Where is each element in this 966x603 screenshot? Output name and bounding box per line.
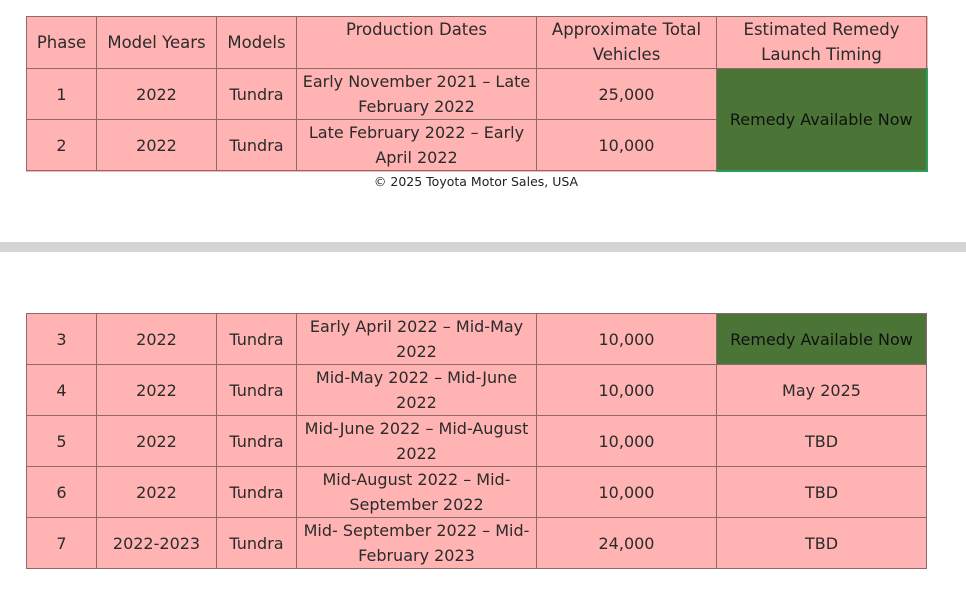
cell-production-dates: Mid-August 2022 – Mid-September 2022	[296, 466, 537, 518]
header-approximate-total-vehicles: Approximate Total Vehicles	[536, 16, 717, 69]
table-row: 4 2022 Tundra Mid-May 2022 – Mid-June 20…	[26, 364, 927, 416]
cell-production-dates: Early April 2022 – Mid-May 2022	[296, 313, 537, 365]
cell-model-years: 2022	[96, 68, 217, 120]
cell-model-years: 2022	[96, 415, 217, 467]
section-divider	[0, 242, 966, 252]
table-row: 5 2022 Tundra Mid-June 2022 – Mid-August…	[26, 415, 927, 467]
cell-phase: 4	[26, 364, 97, 416]
cell-remedy-timing: TBD	[716, 466, 927, 518]
cell-production-dates: Mid-May 2022 – Mid-June 2022	[296, 364, 537, 416]
cell-model-years: 2022	[96, 313, 217, 365]
cell-remedy-timing: TBD	[716, 517, 927, 569]
cell-vehicles: 10,000	[536, 466, 717, 518]
cell-production-dates: Late February 2022 – Early April 2022	[296, 119, 537, 171]
cell-remedy-timing-merged: Remedy Available Now	[716, 68, 928, 172]
cell-model-years: 2022	[96, 119, 217, 171]
table-row: 7 2022-2023 Tundra Mid- September 2022 –…	[26, 517, 927, 569]
header-production-dates: Production Dates	[296, 16, 537, 69]
cell-remedy-timing: TBD	[716, 415, 927, 467]
cell-production-dates: Mid- September 2022 – Mid-February 2023	[296, 517, 537, 569]
header-phase: Phase	[26, 16, 97, 69]
table-row: 1 2022 Tundra Early November 2021 – Late…	[26, 68, 928, 172]
cell-vehicles: 10,000	[536, 415, 717, 467]
recall-table-top: Phase Model Years Models Production Date…	[26, 16, 928, 172]
cell-phase: 3	[26, 313, 97, 365]
recall-table-bottom: 3 2022 Tundra Early April 2022 – Mid-May…	[26, 313, 927, 569]
cell-phase: 6	[26, 466, 97, 518]
cell-models: Tundra	[216, 415, 297, 467]
cell-phase: 5	[26, 415, 97, 467]
cell-vehicles: 25,000	[536, 68, 717, 120]
cell-vehicles: 10,000	[536, 313, 717, 365]
cell-models: Tundra	[216, 364, 297, 416]
cell-remedy-timing: May 2025	[716, 364, 927, 416]
header-model-years: Model Years	[96, 16, 217, 69]
cell-models: Tundra	[216, 313, 297, 365]
cell-vehicles: 10,000	[536, 364, 717, 416]
cell-vehicles: 10,000	[536, 119, 717, 171]
table-header-row: Phase Model Years Models Production Date…	[26, 16, 927, 69]
table-row: 2 2022 Tundra Late February 2022 – Early…	[26, 119, 927, 171]
cell-model-years: 2022	[96, 466, 217, 518]
copyright-notice: © 2025 Toyota Motor Sales, USA	[373, 174, 579, 189]
cell-phase: 2	[26, 119, 97, 171]
cell-models: Tundra	[216, 517, 297, 569]
cell-phase: 7	[26, 517, 97, 569]
table-row: 3 2022 Tundra Early April 2022 – Mid-May…	[26, 313, 927, 365]
cell-remedy-timing: Remedy Available Now	[716, 313, 927, 365]
cell-models: Tundra	[216, 68, 297, 120]
cell-models: Tundra	[216, 466, 297, 518]
cell-production-dates: Mid-June 2022 – Mid-August 2022	[296, 415, 537, 467]
cell-production-dates: Early November 2021 – Late February 2022	[296, 68, 537, 120]
cell-model-years: 2022-2023	[96, 517, 217, 569]
cell-model-years: 2022	[96, 364, 217, 416]
cell-vehicles: 24,000	[536, 517, 717, 569]
header-estimated-remedy-launch-timing: Estimated Remedy Launch Timing	[716, 16, 927, 69]
cell-models: Tundra	[216, 119, 297, 171]
table-row: 6 2022 Tundra Mid-August 2022 – Mid-Sept…	[26, 466, 927, 518]
cell-phase: 1	[26, 68, 97, 120]
header-models: Models	[216, 16, 297, 69]
